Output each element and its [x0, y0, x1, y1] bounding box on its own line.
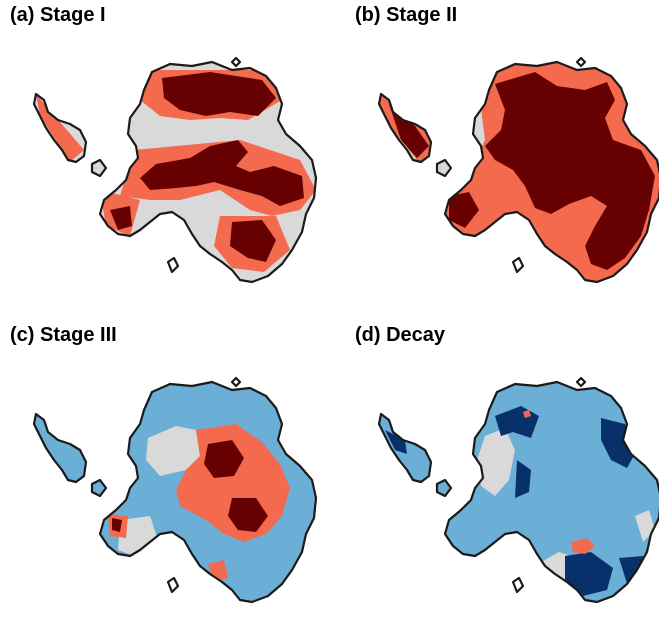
panel-title: (c) Stage III — [10, 324, 117, 346]
panel-title: (a) Stage I — [10, 4, 106, 26]
island-outline — [166, 256, 180, 274]
strong-warm-region — [112, 440, 268, 532]
strong-warm-region — [110, 72, 304, 262]
island-outline — [230, 376, 242, 388]
island-outline — [575, 56, 587, 68]
neutral-region — [477, 428, 655, 586]
island-outline — [511, 256, 525, 274]
moderate-warm-region — [523, 410, 595, 554]
panel-decay: (d) Decay — [345, 320, 659, 633]
antarctica-map-stage-1 — [32, 56, 318, 284]
panel-title: (b) Stage II — [355, 4, 458, 26]
strong-cool-region — [385, 406, 647, 596]
antarctica-map-stage-3 — [32, 376, 318, 604]
moderate-warm-region — [108, 424, 290, 582]
panel-stage-1: (a) Stage I — [0, 0, 329, 313]
antarctica-map-decay — [377, 376, 659, 604]
island-outline — [575, 376, 587, 388]
panel-stage-3: (c) Stage III — [0, 320, 329, 633]
island-outline — [166, 576, 180, 594]
panel-stage-2: (b) Stage II — [345, 0, 659, 313]
neutral-region — [118, 426, 200, 558]
island-outline — [511, 576, 525, 594]
strong-warm-region — [389, 72, 655, 270]
panel-title: (d) Decay — [355, 324, 446, 346]
antarctica-map-stage-2 — [377, 56, 659, 284]
island-outline — [230, 56, 242, 68]
